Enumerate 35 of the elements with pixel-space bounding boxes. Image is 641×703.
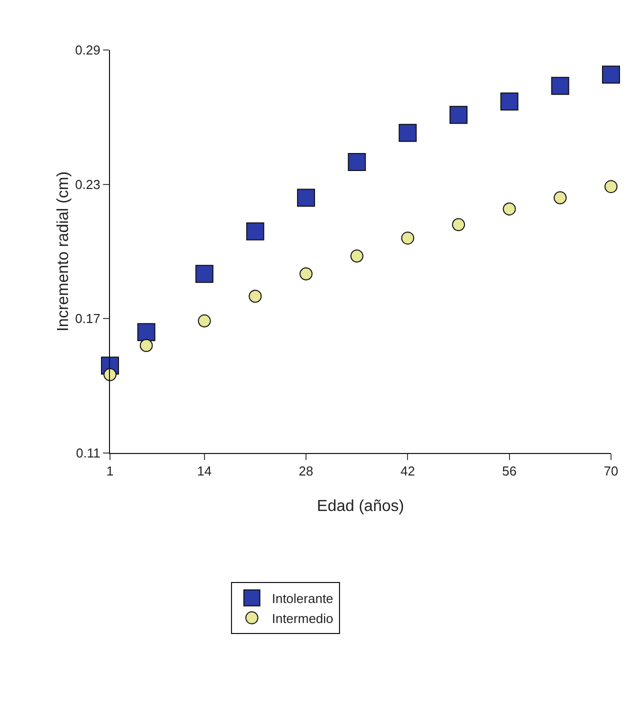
point	[551, 76, 570, 95]
x-tick-label: 1	[106, 464, 114, 479]
point	[554, 191, 567, 204]
point	[604, 180, 618, 194]
point	[140, 339, 153, 352]
point	[450, 106, 468, 124]
y-tick-label: 0.23	[75, 176, 100, 192]
point	[104, 368, 116, 382]
point	[350, 249, 364, 262]
y-tick-label: 0.17	[75, 311, 100, 326]
y-axis-title: Incremento radial (cm)	[55, 171, 72, 332]
point	[502, 202, 516, 216]
point	[452, 218, 466, 232]
legend-label: Intolerante	[272, 590, 334, 606]
x-tick-label: 28	[298, 464, 314, 479]
x-tick-label: 14	[197, 464, 212, 479]
point	[348, 152, 366, 171]
point	[195, 264, 214, 283]
x-tick-label: 42	[400, 464, 415, 479]
point	[300, 267, 313, 280]
point	[198, 314, 211, 328]
point	[602, 66, 620, 84]
point	[137, 323, 156, 342]
point	[500, 92, 518, 110]
x-tick-label: 56	[502, 464, 517, 479]
point	[297, 188, 316, 207]
point	[246, 222, 264, 240]
y-tick-label: 0.11	[76, 446, 100, 461]
x-axis-title: Edad (años)	[316, 498, 404, 515]
point	[401, 232, 414, 245]
point	[398, 124, 417, 142]
legend-label: Intermedio	[272, 610, 334, 626]
point	[248, 290, 262, 303]
x-tick-label: 70	[604, 464, 618, 479]
y-tick-label: 0.29	[75, 42, 100, 58]
